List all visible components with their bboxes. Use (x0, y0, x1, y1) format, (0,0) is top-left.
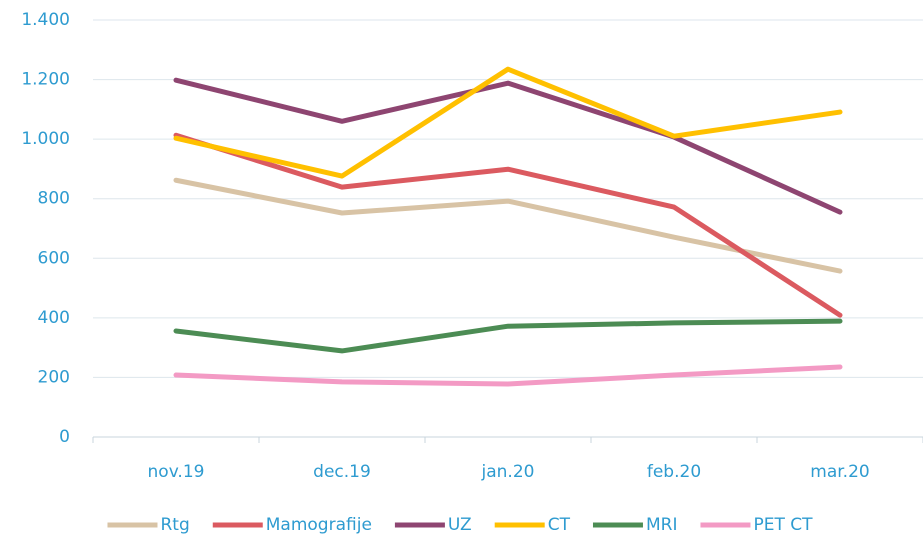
legend-label: Mamografije (266, 515, 372, 535)
y-tick-label: 200 (38, 367, 70, 387)
line-series (173, 77, 843, 215)
legend-label: MRI (646, 515, 678, 535)
y-tick-label: 1.400 (21, 10, 70, 30)
y-tick-label: 600 (38, 248, 70, 268)
legend-label: CT (548, 515, 571, 535)
line-series (173, 318, 843, 354)
y-tick-label: 800 (38, 189, 70, 209)
y-tick-label: 0 (59, 427, 70, 447)
x-tick-label: dec.19 (313, 462, 371, 482)
line-series (173, 132, 843, 318)
y-tick-label: 400 (38, 308, 70, 328)
y-tick-label: 1.200 (21, 70, 70, 90)
line-series (173, 66, 843, 179)
line-series (173, 364, 843, 387)
x-tick-label: mar.20 (810, 462, 869, 482)
x-tick-label: nov.19 (148, 462, 205, 482)
legend-label: PET CT (753, 515, 813, 535)
legend-label: UZ (448, 515, 472, 535)
x-tick-label: jan.20 (481, 462, 535, 482)
line-series (173, 177, 843, 274)
y-tick-label: 1.000 (21, 129, 70, 149)
legend-label: Rtg (160, 515, 189, 535)
x-tick-label: feb.20 (647, 462, 701, 482)
